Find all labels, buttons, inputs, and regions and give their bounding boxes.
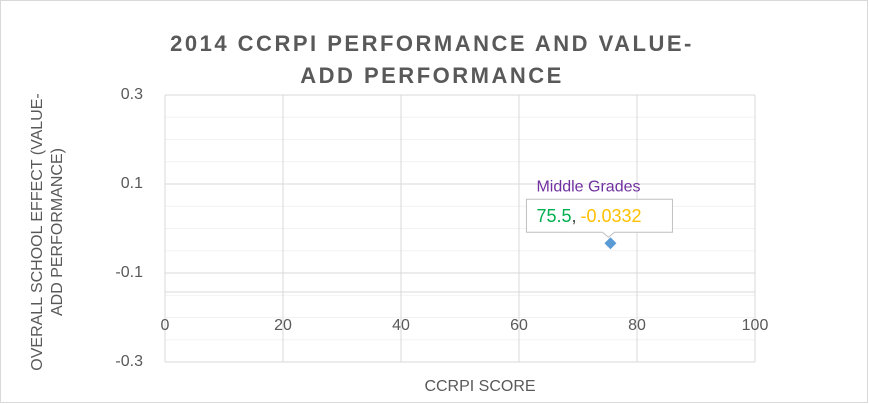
data-label-name: Middle Grades <box>536 178 640 195</box>
data-label-x: 75.5 <box>536 206 571 226</box>
y-tick-label: 0.3 <box>121 86 143 103</box>
x-tick-label: 80 <box>628 317 646 334</box>
data-label-separator: , <box>571 206 576 226</box>
x-tick-label: 100 <box>742 317 769 334</box>
scatter-point <box>604 237 617 250</box>
y-axis-label: OVERALL SCHOOL EFFECT (VALUE-ADD PERFORM… <box>29 93 66 371</box>
x-tick-label: 0 <box>161 317 170 334</box>
data-label: 75.5, -0.0332 <box>536 206 641 226</box>
data-label-y: -0.0332 <box>581 206 642 226</box>
y-tick-label: -0.3 <box>115 353 143 370</box>
x-tick-label: 40 <box>392 317 410 334</box>
x-tick-label: 60 <box>510 317 528 334</box>
x-tick-label: 20 <box>274 317 292 334</box>
y-tick-label: 0.1 <box>121 175 143 192</box>
x-axis-label: CCRPI SCORE <box>424 378 536 395</box>
y-tick-label: -0.1 <box>115 264 143 281</box>
callout-box <box>525 198 673 238</box>
chart-title: 2014 CCRPI PERFORMANCE AND VALUE-ADD PER… <box>170 31 694 88</box>
